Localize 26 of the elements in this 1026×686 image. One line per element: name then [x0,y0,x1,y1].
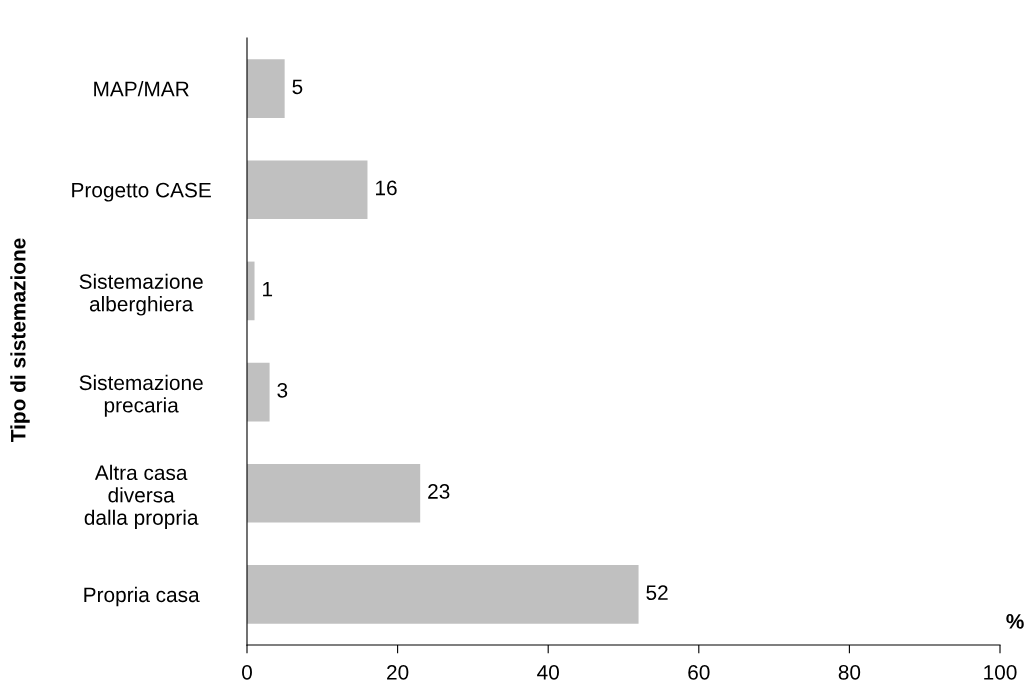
x-tick-label: 20 [387,664,409,680]
data-label: 3 [277,382,288,398]
x-tick-label: 100 [984,664,1017,680]
data-label: 16 [376,180,397,196]
x-axis-title: % [1006,614,1024,629]
y-tick-label: Sistemazione alberghiera [79,273,203,316]
y-tick-label: Sistemazione precaria [79,374,203,417]
y-axis-title: Tipo di sistemazione [10,238,30,443]
y-tick-label: Progetto CASE [72,182,211,202]
bar [247,261,255,321]
x-tick-label: 60 [688,664,710,680]
y-tick-label: Altra casa diversa dalla propria [84,464,199,530]
data-label: 23 [428,484,450,499]
y-tick-label: Propria casa [84,586,200,607]
x-tick-label: 40 [537,664,559,680]
bar [247,463,421,523]
data-label: 52 [646,585,668,601]
bar [247,565,639,624]
x-tick-label: 80 [838,664,861,680]
data-label: 1 [263,281,273,297]
x-tick-label: 0 [242,664,252,680]
data-label: 5 [292,79,303,95]
bar [247,160,368,220]
bar [247,59,285,118]
bar [247,362,270,422]
y-tick-label: MAP/MAR [94,81,189,97]
